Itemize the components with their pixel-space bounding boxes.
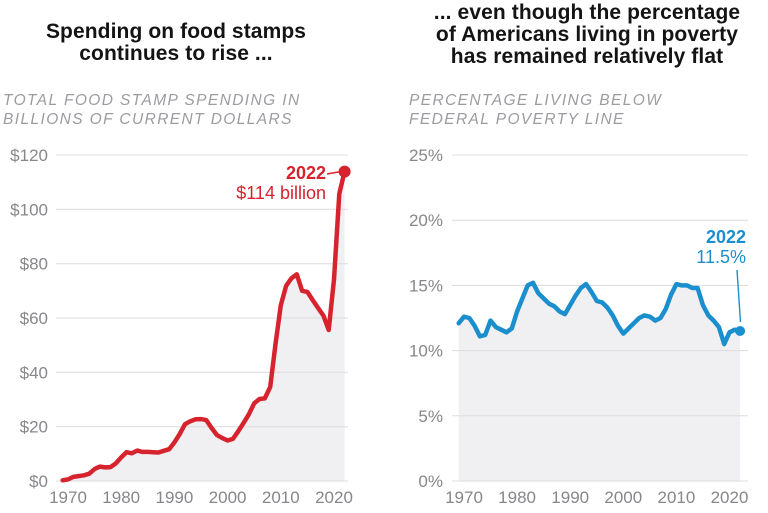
poverty-chart-svg: 0% 5% 10% 15% 20% 25% 1970 1980 1990 2000 2010 2020: [409, 146, 749, 507]
area-fill: [458, 282, 741, 481]
subtitle-line: BILLIONS OF CURRENT DOLLARS: [3, 111, 293, 128]
x-axis-label: 2000: [604, 488, 642, 507]
y-axis-label: $120: [10, 146, 48, 165]
x-axis-label: 1990: [155, 488, 193, 507]
y-axis-label: 15%: [409, 276, 443, 295]
title-line: of Americans living in poverty: [435, 23, 739, 46]
subtitle-line: TOTAL FOOD STAMP SPENDING IN: [3, 92, 301, 109]
poverty-2022-annotation: 2022 11.5%: [696, 227, 746, 267]
spending-2022-annotation: 2022 $114 billion: [236, 163, 326, 203]
x-axis-label: 1970: [49, 488, 87, 507]
data-line: [60, 169, 347, 483]
annotation-value-label: $114 billion: [236, 182, 326, 203]
x-axis-label: 1980: [498, 488, 536, 507]
x-axis-label: 2010: [262, 488, 300, 507]
y-axis-label: $0: [29, 472, 48, 491]
end-point-dot: [735, 326, 746, 336]
y-axis-label: $100: [10, 200, 48, 219]
y-axis-label: $60: [20, 309, 48, 328]
y-axis-label: $20: [20, 418, 48, 437]
title-line: has remained relatively flat: [450, 45, 724, 68]
left-chart-title: Spending on food stamps continues to ris…: [0, 21, 352, 65]
title-line: continues to rise ...: [79, 42, 273, 65]
y-axis-label: 25%: [409, 146, 443, 165]
title-line: ... even though the percentage: [433, 1, 741, 24]
x-axis-label: 2010: [657, 488, 695, 507]
end-point-dot: [338, 165, 351, 178]
x-axis-label: 2000: [209, 488, 247, 507]
annotation-value-label: 11.5%: [696, 246, 746, 267]
annotation-year-label: 2022: [285, 163, 326, 183]
x-axis-label: 2020: [711, 488, 749, 507]
left-chart-subtitle: TOTAL FOOD STAMP SPENDING IN BILLIONS OF…: [3, 91, 301, 129]
y-axis-label: 5%: [418, 407, 443, 426]
y-axis-label: 10%: [409, 342, 443, 361]
x-axis-label: 1970: [445, 488, 483, 507]
annotation-year-label: 2022: [705, 227, 746, 247]
left-chart-panel: $0 $20 $40 $60 $80 $100 $120 1970 1980 1990 2000 20…: [0, 21, 353, 508]
data-line: [456, 280, 743, 347]
area-fill: [62, 171, 345, 481]
y-axis-label: 20%: [409, 211, 443, 230]
spending-chart-svg: $0 $20 $40 $60 $80 $100 $120 1970 1980 1990 2000 20…: [10, 146, 353, 507]
x-axis-label: 1990: [551, 488, 589, 507]
right-chart-subtitle: PERCENTAGE LIVING BELOW FEDERAL POVERTY …: [409, 91, 662, 129]
y-axis-label: 0%: [418, 472, 443, 491]
subtitle-line: FEDERAL POVERTY LINE: [409, 111, 625, 128]
y-axis-label: $80: [20, 255, 48, 274]
title-line: Spending on food stamps: [45, 20, 307, 43]
y-axis-label: $40: [20, 363, 48, 382]
right-chart-panel: 0% 5% 10% 15% 20% 25% 1970 1980 1990 2000 2010 2020…: [384, 0, 768, 513]
x-axis-label: 1980: [102, 488, 140, 507]
right-chart-title: ... even though the percentage of Americ…: [409, 2, 765, 68]
subtitle-line: PERCENTAGE LIVING BELOW: [409, 92, 663, 109]
annotation-leader-line: [736, 269, 742, 323]
x-axis-label: 2020: [315, 488, 353, 507]
